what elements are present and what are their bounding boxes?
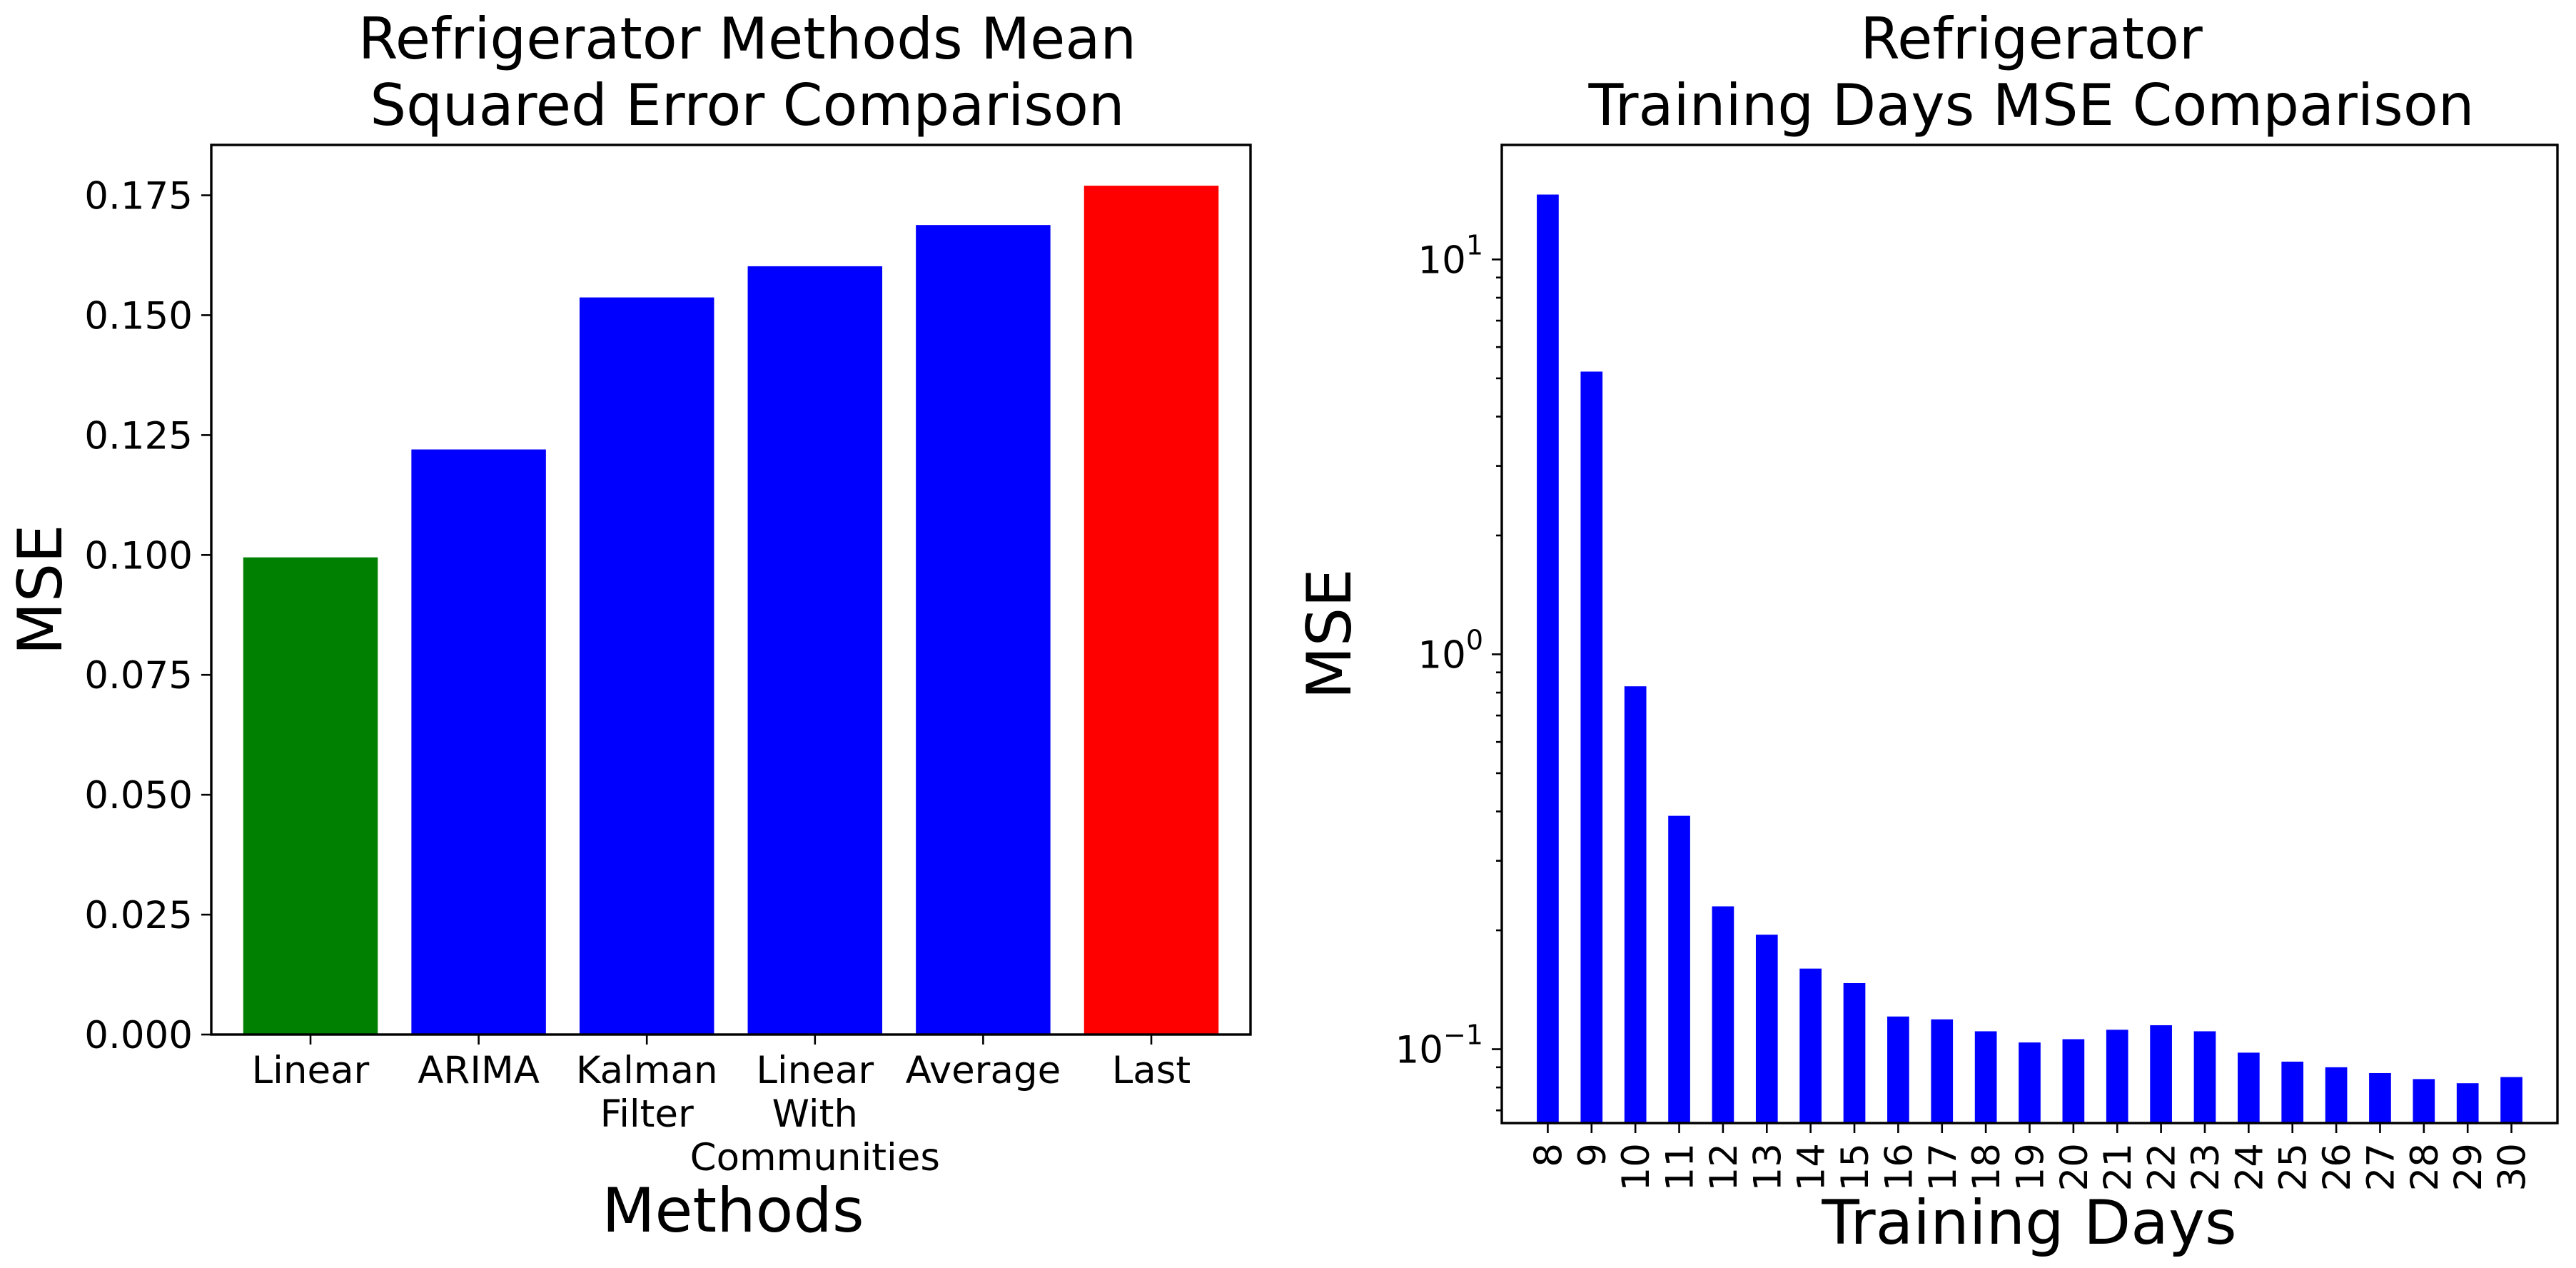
right-bar-18 [1974, 1031, 1997, 1123]
left-x-tick-label: ARIMA [418, 1049, 540, 1092]
right-x-axis-label: Training Days [1821, 1187, 2236, 1259]
right-x-tick-label: 27 [2359, 1143, 2403, 1191]
left-y-tick-label: 0.050 [84, 774, 193, 817]
left-y-ticks: 0.000 0.025 0.050 0.075 0.100 0.125 0.150 0.175 [84, 175, 211, 1057]
right-x-tick-label: 21 [2096, 1143, 2140, 1191]
left-bar-3 [747, 266, 883, 1035]
right-y-axis-label: MSE [1294, 568, 1365, 699]
right-bar-15 [1843, 982, 1866, 1123]
right-chart-title-line-2: Training Days MSE Comparison [1588, 72, 2475, 139]
right-bar-17 [1931, 1019, 1954, 1123]
right-x-tick-label: 23 [2184, 1143, 2228, 1191]
right-x-tick-label: 16 [1877, 1143, 1921, 1191]
left-x-tick-label: With [772, 1092, 858, 1136]
right-bar-26 [2325, 1067, 2348, 1123]
left-x-axis-label: Methods [602, 1175, 864, 1247]
right-bar-12 [1712, 906, 1734, 1123]
left-x-tick-label: Communities [690, 1136, 940, 1179]
right-x-tick-label: 19 [2009, 1143, 2053, 1191]
right-bar-11 [1668, 815, 1690, 1123]
left-y-tick-label: 0.150 [84, 294, 193, 338]
right-x-tick-label: 8 [1527, 1143, 1570, 1167]
left-x-tick-label: Linear [252, 1049, 370, 1092]
right-x-tick-label: 15 [1834, 1143, 1877, 1191]
right-bar-30 [2500, 1077, 2522, 1123]
right-y-tick-label: 10−1 [1395, 1020, 1483, 1072]
right-bar-28 [2413, 1079, 2435, 1123]
right-chart-title-line-1: Refrigerator [1860, 6, 2203, 72]
right-bar-13 [1755, 935, 1778, 1123]
right-x-tick-label: 24 [2228, 1143, 2271, 1191]
right-x-ticks: 8 9 10 11 12 13 14 15 16 17 18 19 20 21 22 23 24 25 26 27 28… [1527, 1123, 2535, 1191]
right-x-tick-label: 26 [2315, 1143, 2359, 1191]
right-bar-10 [1624, 686, 1647, 1123]
right-bar-22 [2150, 1025, 2172, 1123]
left-chart: Refrigerator Methods Mean Squared Error … [5, 6, 1252, 1247]
left-chart-title-line-2: Squared Error Comparison [370, 72, 1124, 139]
right-x-tick-label: 14 [1790, 1143, 1834, 1191]
left-plot-frame [210, 144, 1252, 1036]
right-bar-16 [1887, 1016, 1909, 1123]
right-x-tick-label: 30 [2491, 1143, 2535, 1191]
right-y-tick-label: 101 [1418, 229, 1483, 282]
left-bar-5 [1084, 186, 1219, 1035]
right-bar-24 [2238, 1052, 2260, 1123]
left-x-tick-label: Average [906, 1049, 1061, 1092]
right-bar-25 [2281, 1061, 2304, 1123]
left-y-tick-label: 0.175 [84, 175, 193, 218]
left-x-tick-label: Linear [756, 1049, 874, 1092]
right-x-tick-label: 18 [1965, 1143, 2009, 1191]
left-bar-0 [243, 557, 378, 1035]
right-chart: Refrigerator Training Days MSE Compariso… [1294, 6, 2559, 1259]
right-x-tick-label: 28 [2403, 1143, 2447, 1191]
right-bar-21 [2106, 1030, 2128, 1123]
right-x-tick-label: 13 [1746, 1143, 1789, 1191]
left-y-tick-label: 0.100 [84, 534, 193, 578]
right-x-tick-label: 25 [2272, 1143, 2315, 1191]
right-bar-29 [2456, 1083, 2479, 1123]
left-bar-1 [411, 449, 546, 1035]
left-x-tick-label: Kalman [576, 1049, 718, 1092]
left-y-tick-label: 0.000 [84, 1014, 193, 1057]
left-bar-2 [579, 297, 714, 1035]
left-bars [243, 186, 1219, 1035]
right-x-tick-label: 29 [2447, 1143, 2490, 1191]
left-y-tick-label: 0.075 [84, 654, 193, 698]
left-x-tick-label: Filter [600, 1092, 694, 1136]
right-x-tick-label: 20 [2053, 1143, 2096, 1191]
left-y-tick-label: 0.025 [84, 894, 193, 937]
right-bar-8 [1537, 194, 1559, 1123]
right-x-tick-label: 17 [1921, 1143, 1965, 1191]
left-x-tick-label: Last [1112, 1049, 1191, 1092]
right-plot-frame [1500, 144, 2559, 1124]
right-bar-23 [2193, 1031, 2216, 1123]
right-y-tick-label: 100 [1418, 624, 1483, 677]
right-x-tick-label: 22 [2141, 1143, 2184, 1191]
right-bar-14 [1799, 968, 1822, 1123]
left-y-tick-label: 0.125 [84, 414, 193, 458]
right-y-ticks: 10−1 100 101 [1395, 229, 1502, 1112]
right-x-tick-label: 12 [1702, 1143, 1746, 1191]
right-x-tick-label: 9 [1571, 1143, 1615, 1167]
left-bar-4 [916, 225, 1051, 1035]
left-y-axis-label: MSE [5, 524, 76, 655]
left-x-ticks: Linear ARIMA KalmanFilterLinearWithCommuni… [252, 1035, 1191, 1179]
right-bar-19 [2019, 1042, 2041, 1123]
right-bars [1537, 194, 2522, 1123]
right-bar-27 [2369, 1072, 2391, 1123]
right-bar-20 [2062, 1039, 2085, 1123]
right-bar-9 [1580, 371, 1603, 1123]
right-x-tick-label: 11 [1659, 1143, 1702, 1191]
left-chart-title-line-1: Refrigerator Methods Mean [358, 6, 1136, 72]
right-x-tick-label: 10 [1615, 1143, 1658, 1191]
